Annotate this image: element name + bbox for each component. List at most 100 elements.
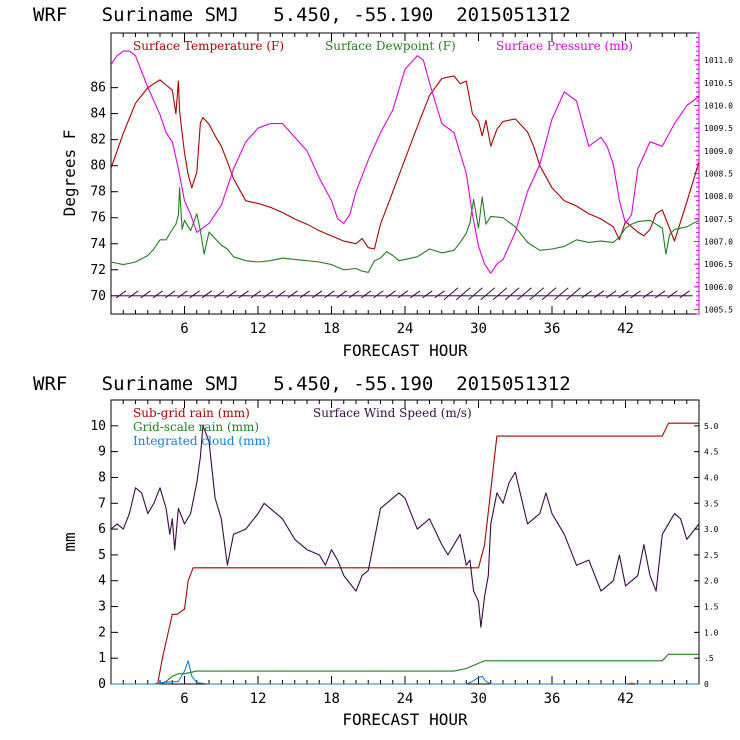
wind-barb [480, 287, 497, 301]
top-chart-title: WRF Suriname SMJ 5.450, -55.190 20150513… [33, 4, 571, 26]
wind-barb [275, 290, 289, 299]
wind-barb [409, 290, 424, 299]
y-tick-label: 9 [98, 445, 106, 460]
wind-barb [397, 290, 411, 299]
wind-barb [468, 287, 485, 301]
wind-barb [238, 290, 252, 299]
wind-barb [618, 290, 632, 299]
wind-barb [360, 290, 375, 299]
x-tick-label: 42 [617, 321, 634, 337]
y-tick-label: 7 [98, 496, 106, 511]
y-tick-label: 3 [98, 600, 106, 615]
y-tick-label: 8 [98, 470, 106, 485]
wind-barb [324, 290, 338, 299]
top-x-axis-label: FORECAST HOUR [342, 341, 468, 360]
y2-tick-label: 1008.5 [704, 170, 733, 179]
x-tick-label: 30 [470, 691, 487, 707]
legend-temperature: Surface Temperature (F) [133, 39, 284, 53]
x-tick-label: 24 [397, 691, 414, 707]
y-tick-label: 5 [98, 548, 106, 563]
wind-barb [593, 290, 607, 299]
y2-tick-label: 5.0 [704, 422, 719, 431]
wind-barb [504, 287, 522, 301]
wind-barb [654, 290, 669, 299]
wind-barb [299, 290, 313, 299]
wind-barb [434, 290, 448, 299]
y2-tick-label: 1008.0 [704, 192, 733, 201]
wind-barb [226, 290, 240, 299]
wind-barb [250, 290, 264, 299]
series-surface-pressure-mb [110, 50, 700, 274]
y-tick-label: 80 [90, 159, 106, 174]
bottom-x-axis-label: FORECAST HOUR [342, 710, 468, 729]
wind-barb [115, 290, 130, 299]
y-tick-label: 1 [98, 651, 106, 666]
wind-barb [667, 290, 681, 299]
wind-barb [287, 290, 301, 299]
y2-tick-label: 1009.0 [704, 147, 733, 156]
y2-tick-label: .5 [704, 654, 714, 663]
wind-barb [529, 287, 546, 301]
y2-tick-label: 1009.5 [704, 124, 733, 133]
y-tick-label: 78 [90, 185, 106, 200]
y2-tick-label: 1.0 [704, 628, 719, 637]
top-x-ticks: 6 12 18 24 30 36 42 [122, 33, 688, 337]
x-tick-label: 12 [250, 321, 267, 337]
wind-barb [262, 290, 277, 299]
wind-barb [140, 290, 154, 299]
wind-barb [311, 290, 326, 299]
legend-wind-speed: Surface Wind Speed (m/s) [313, 406, 472, 420]
x-tick-label: 12 [250, 691, 267, 707]
wind-barb [385, 290, 399, 299]
y-tick-label: 84 [90, 107, 106, 122]
bottom-x-ticks: 6 12 18 24 30 36 42 [122, 400, 688, 707]
y2-tick-label: 1005.5 [704, 305, 733, 314]
x-tick-label: 6 [180, 691, 188, 707]
x-tick-label: 30 [470, 321, 487, 337]
bottom-y-axis-label: mm [60, 532, 79, 551]
wind-barb [553, 287, 571, 301]
wind-barb [605, 290, 620, 299]
y2-tick-label: 1007.5 [704, 215, 733, 224]
top-right-y-ticks: 1005.5 1006.0 1006.5 1007.0 1007.5 1008.0 1008… [694, 32, 733, 315]
wind-barb [189, 290, 203, 299]
x-tick-label: 18 [323, 321, 340, 337]
y-tick-label: 6 [98, 522, 106, 537]
wind-barb [152, 290, 166, 299]
y2-tick-label: 0 [704, 680, 709, 689]
y-tick-label: 86 [90, 81, 106, 96]
series-surface-temperature-f [110, 75, 700, 250]
bottom-series [110, 422, 700, 685]
wind-barb [630, 290, 644, 299]
series-grid-scale-rain-mm [111, 653, 699, 685]
wind-barbs [115, 287, 693, 301]
x-tick-label: 18 [323, 691, 340, 707]
wind-barb [566, 287, 583, 301]
y2-tick-label: 3.0 [704, 525, 719, 534]
y-tick-label: 74 [90, 237, 106, 252]
series-integrated-cloud-mm [111, 660, 699, 685]
wind-barb [642, 290, 656, 299]
y2-tick-label: 1010.5 [704, 79, 733, 88]
y-tick-label: 4 [98, 574, 106, 589]
x-tick-label: 42 [617, 691, 634, 707]
wind-barb [336, 290, 350, 299]
y-tick-label: 82 [90, 133, 106, 148]
y-tick-label: 2 [98, 625, 106, 640]
series-surface-dewpoint-f [110, 187, 700, 273]
top-left-y-ticks: 70 72 74 76 78 80 82 84 86 [90, 81, 118, 304]
legend-subgrid-rain: Sub-grid rain (mm) [133, 406, 250, 420]
series-sub-grid-rain-mm [111, 422, 699, 685]
y2-tick-label: 1011.0 [704, 56, 733, 65]
y2-tick-label: 1010.0 [704, 102, 733, 111]
y-tick-label: 72 [90, 263, 106, 278]
wind-barb [492, 287, 509, 301]
series-surface-wind-speed-m-s [110, 425, 700, 628]
legend-pressure: Surface Pressure (mb) [496, 39, 633, 53]
wind-barb [213, 290, 228, 299]
temperature-panel: WRF Suriname SMJ 5.450, -55.190 20150513… [33, 4, 733, 360]
wind-barb [201, 290, 215, 299]
y-tick-label: 76 [90, 211, 106, 226]
x-tick-label: 24 [397, 321, 414, 337]
